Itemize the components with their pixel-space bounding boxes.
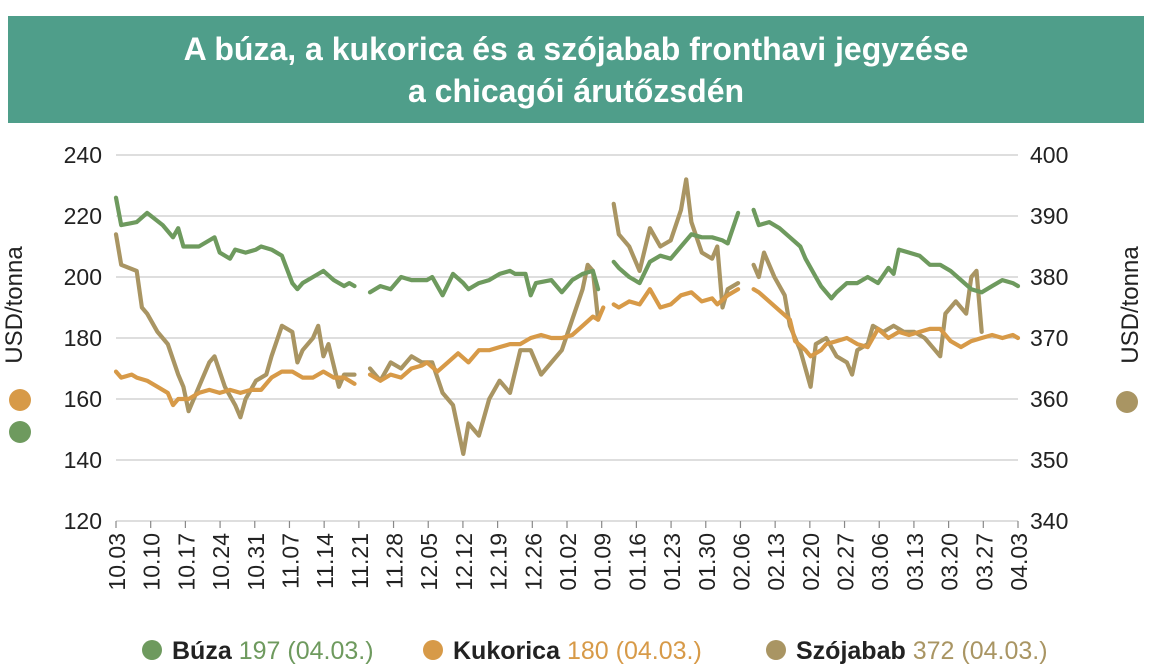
- x-tick-label: 10.10: [139, 533, 165, 591]
- x-tick-label: 12.19: [486, 533, 512, 591]
- y-left-tick-label: 180: [64, 325, 102, 351]
- y-right-tick-label: 370: [1030, 325, 1068, 351]
- series-line-szójabab: [367, 262, 601, 456]
- x-tick-label: 12.12: [451, 533, 477, 591]
- y-right-tick-label: 360: [1030, 386, 1068, 412]
- series-line-kukorica: [367, 305, 606, 383]
- y-left-tick-label: 240: [64, 142, 102, 168]
- y-left-tick-label: 200: [64, 264, 102, 290]
- series-line-kukorica: [751, 287, 1021, 359]
- x-tick-label: 12.26: [520, 533, 546, 591]
- x-tick-label: 10.31: [243, 533, 269, 591]
- y-left-tick-label: 140: [64, 447, 102, 473]
- legend-entry-búza: Búza 197 (04.03.): [172, 637, 374, 665]
- series-line-kukorica: [113, 369, 357, 408]
- x-tick-label: 11.07: [277, 533, 303, 589]
- legend-marker-szójabab: [766, 640, 786, 660]
- y-right-tick-label: 390: [1030, 203, 1068, 229]
- chart-title-line1: A búza, a kukorica és a szójabab frontha…: [183, 31, 969, 67]
- x-tick-label: 04.03: [1006, 533, 1032, 591]
- x-tick-label: 03.13: [902, 533, 928, 591]
- series-line-búza: [367, 268, 601, 298]
- legend-marker-kukorica: [423, 640, 443, 660]
- x-tick-label: 11.21: [347, 533, 373, 589]
- series-line-búza: [113, 195, 357, 292]
- x-tick-label: 10.17: [173, 533, 199, 591]
- x-tick-label: 03.27: [971, 533, 997, 591]
- series-line-szójabab: [611, 177, 741, 310]
- left-axis-marker-kukorica: [9, 389, 31, 411]
- series-line-kukorica: [611, 287, 741, 310]
- x-tick-label: 01.16: [624, 533, 650, 591]
- x-tick-label: 10.03: [104, 533, 130, 591]
- legend-name: Búza: [172, 637, 233, 665]
- y-right-axis-label: USD/tonna: [1117, 246, 1144, 364]
- series-line-búza: [751, 207, 1021, 301]
- x-tick-label: 11.28: [382, 533, 408, 589]
- legend-value: 180 (04.03.): [567, 637, 702, 665]
- legend-entry-kukorica: Kukorica 180 (04.03.): [453, 637, 702, 665]
- series-line-búza: [611, 210, 741, 286]
- x-tick-label: 12.05: [416, 533, 442, 591]
- y-left-tick-label: 120: [64, 508, 102, 534]
- x-tick-label: 02.06: [728, 533, 754, 591]
- chart-title-banner: A búza, a kukorica és a szójabab frontha…: [8, 16, 1144, 123]
- x-tick-label: 11.14: [312, 533, 338, 589]
- series-line-szójabab: [113, 232, 357, 420]
- legend-value: 372 (04.03.): [913, 637, 1048, 665]
- x-tick-label: 01.30: [694, 533, 720, 591]
- x-tick-label: 10.24: [208, 533, 234, 591]
- legend-value: 197 (04.03.): [239, 637, 374, 665]
- x-tick-label: 01.23: [659, 533, 685, 591]
- x-tick-label: 02.13: [763, 533, 789, 591]
- left-axis-marker-buza: [9, 421, 31, 443]
- x-tick-label: 02.20: [798, 533, 824, 591]
- legend-name: Kukorica: [453, 637, 561, 665]
- x-tick-label: 01.09: [590, 533, 616, 591]
- y-left-axis-label: USD/tonna: [1, 246, 28, 364]
- legend-name: Szójabab: [796, 637, 906, 665]
- right-axis-marker-szojabab: [1116, 391, 1138, 413]
- legend-marker-búza: [142, 640, 162, 660]
- x-tick-label: 02.27: [833, 533, 859, 591]
- legend-entry-szójabab: Szójabab 372 (04.03.): [796, 637, 1048, 665]
- x-tick-label: 03.06: [867, 533, 893, 591]
- x-tick-label: 01.02: [555, 533, 581, 591]
- chart-title-line2: a chicagói árutőzsdén: [407, 73, 745, 109]
- y-right-tick-label: 380: [1030, 264, 1068, 290]
- y-right-tick-label: 400: [1030, 142, 1068, 168]
- x-tick-label: 03.20: [937, 533, 963, 591]
- y-right-tick-label: 350: [1030, 447, 1068, 473]
- y-right-tick-label: 340: [1030, 508, 1068, 534]
- y-left-tick-label: 160: [64, 386, 102, 412]
- y-left-tick-label: 220: [64, 203, 102, 229]
